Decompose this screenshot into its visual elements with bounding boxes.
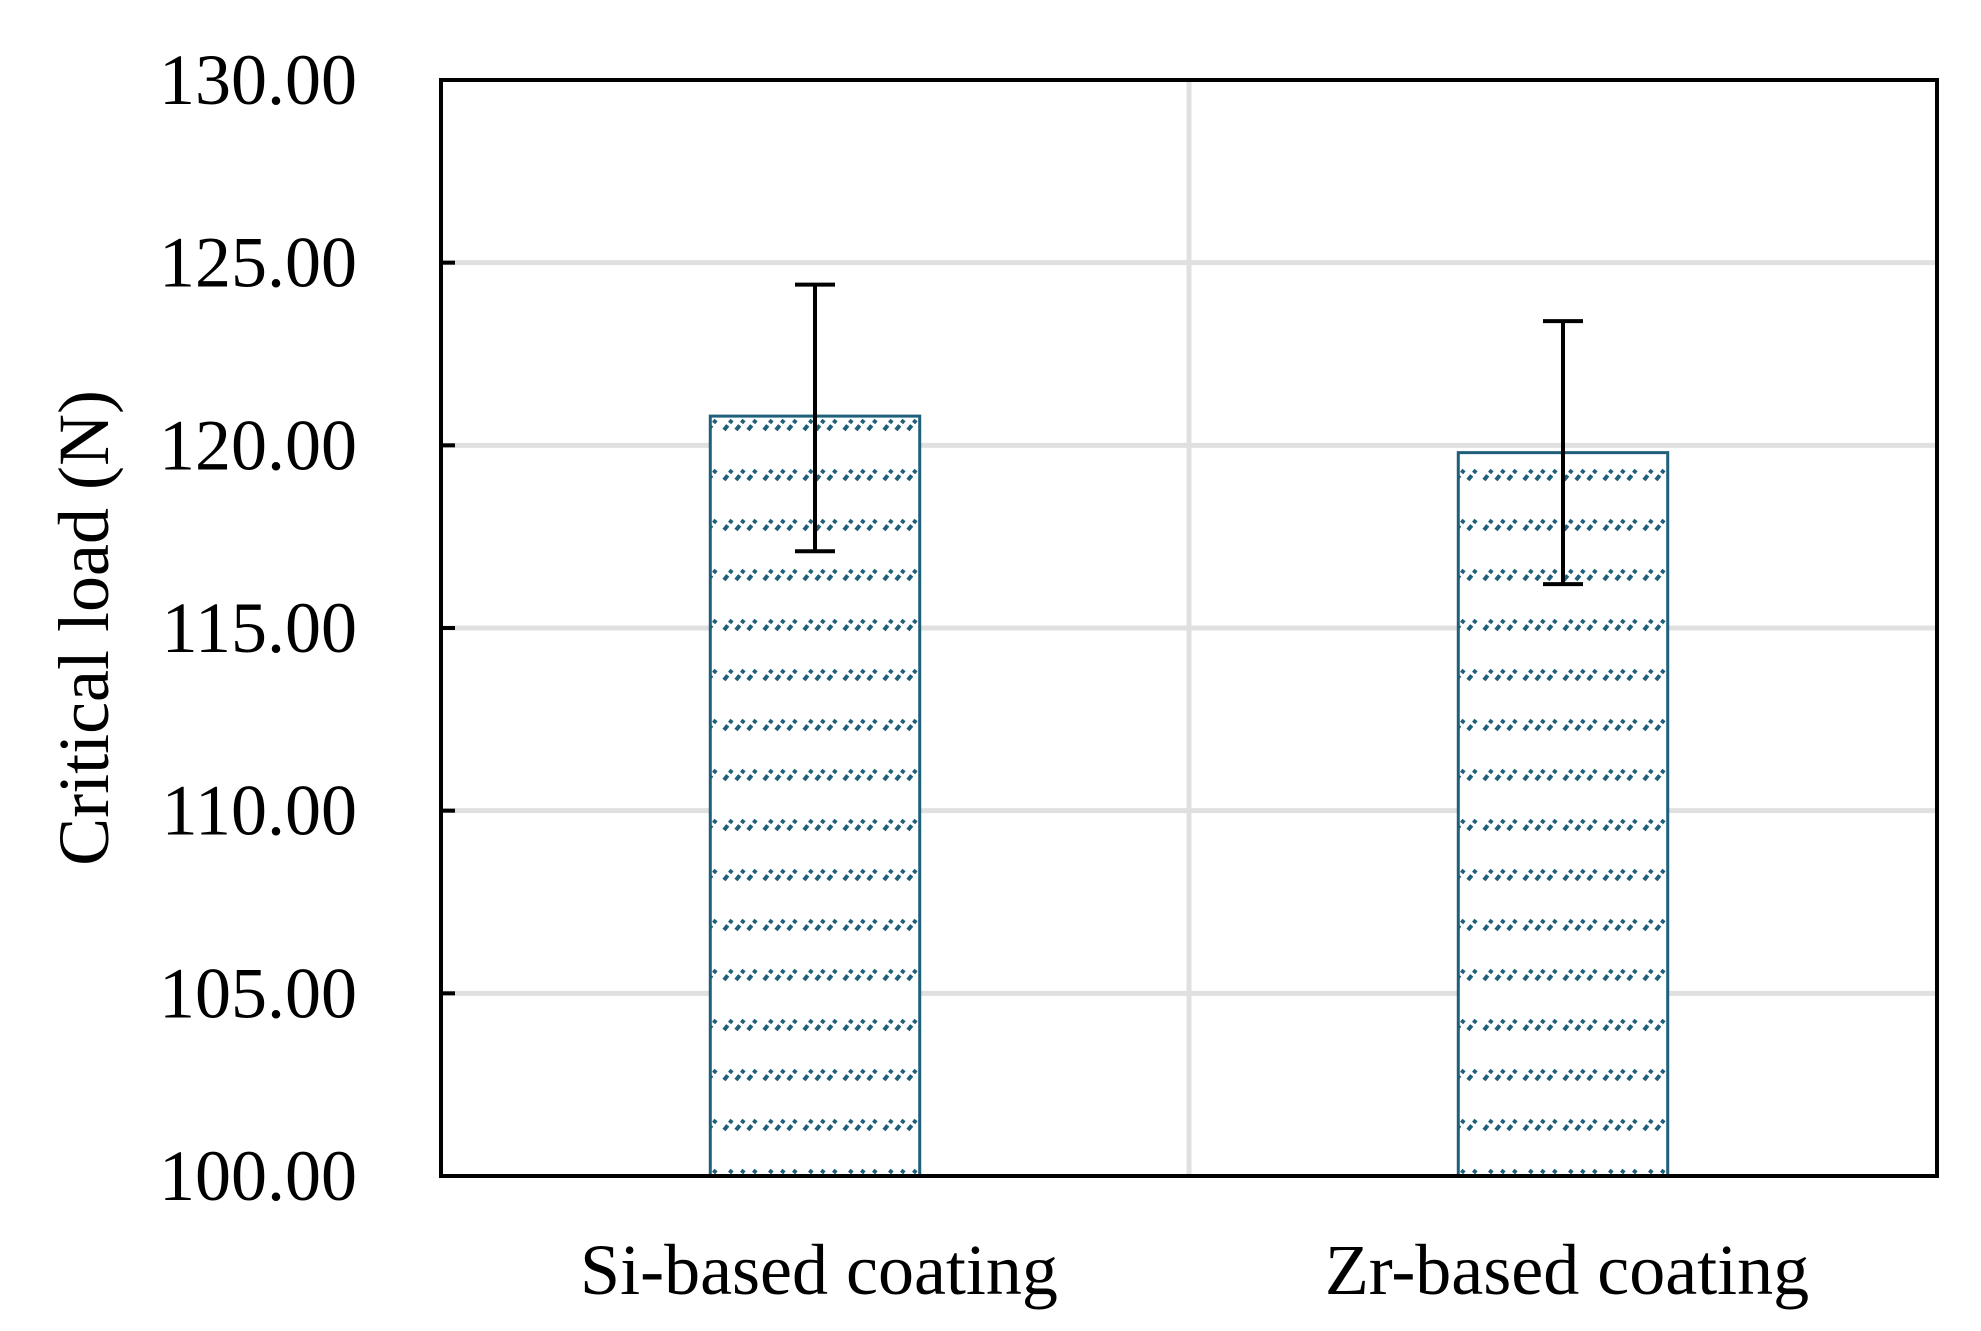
y-tick-label: 115.00 xyxy=(162,588,357,668)
y-axis-title: Critical load (N) xyxy=(44,390,124,866)
x-category-label: Zr-based coating xyxy=(1325,1230,1809,1310)
y-tick-label: 105.00 xyxy=(159,953,357,1033)
y-tick-label: 130.00 xyxy=(159,40,357,120)
error-bars xyxy=(795,282,1583,587)
y-tick-label: 125.00 xyxy=(159,223,357,303)
bars xyxy=(708,414,1670,1178)
y-tick-label: 110.00 xyxy=(162,771,357,851)
y-tick-label: 120.00 xyxy=(159,405,357,485)
y-tick-label: 100.00 xyxy=(159,1136,357,1216)
x-axis-labels: Si-based coating Zr-based coating xyxy=(580,1230,1809,1310)
grid-lines xyxy=(441,80,1937,1176)
y-axis-ticks: 100.00 105.00 110.00 115.00 120.00 125.00 130.… xyxy=(159,40,455,1216)
x-category-label: Si-based coating xyxy=(580,1230,1058,1310)
